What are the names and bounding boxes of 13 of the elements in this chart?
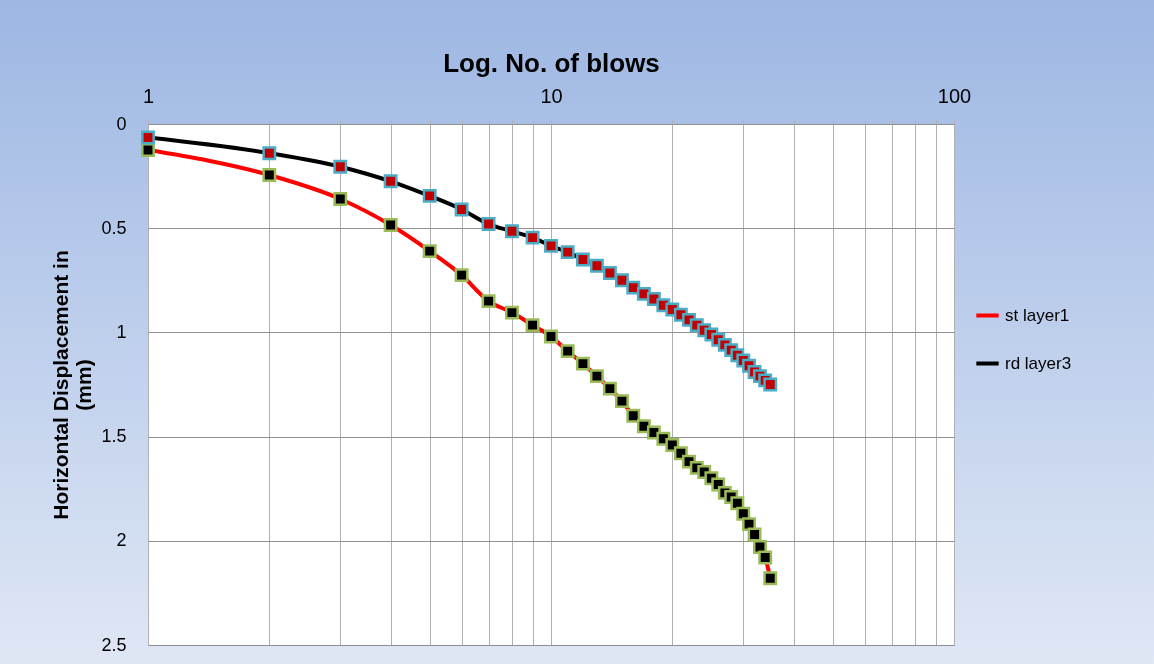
x-axis-title: Log. No. of blows [443, 47, 660, 78]
legend-label: st layer1 [1005, 305, 1070, 325]
legend-label: rd layer3 [1005, 353, 1072, 373]
y-tick-label: 2.5 [101, 634, 127, 655]
y-tick-label: 0.5 [101, 217, 127, 238]
y-axis-title: Horizontal Displacement in (mm) [49, 250, 96, 520]
x-tick-label: 10 [540, 84, 563, 107]
y-tick-label: 2 [116, 530, 127, 551]
y-tick-label: 0 [116, 113, 127, 134]
y-tick-label: 1.5 [101, 426, 127, 447]
y-tick-label: 1 [116, 321, 127, 342]
x-tick-label: 1 [142, 84, 155, 107]
x-tick-label: 100 [937, 84, 972, 107]
